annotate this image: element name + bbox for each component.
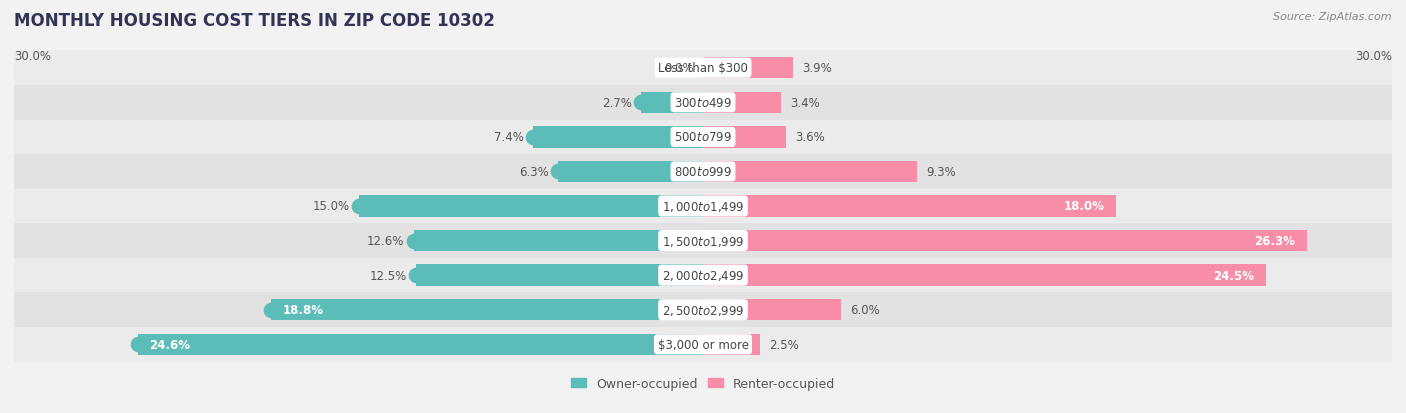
- Bar: [271, 299, 703, 320]
- Bar: [703, 127, 786, 148]
- Bar: [703, 93, 782, 114]
- Text: $2,000 to $2,499: $2,000 to $2,499: [662, 268, 744, 282]
- Bar: [533, 127, 703, 148]
- Legend: Owner-occupied, Renter-occupied: Owner-occupied, Renter-occupied: [567, 372, 839, 395]
- Text: $1,000 to $1,499: $1,000 to $1,499: [662, 199, 744, 214]
- Text: 12.6%: 12.6%: [367, 235, 405, 247]
- Bar: [359, 196, 703, 217]
- Text: 2.7%: 2.7%: [602, 97, 631, 109]
- Bar: [413, 230, 703, 252]
- Text: 24.6%: 24.6%: [149, 338, 191, 351]
- Text: 3.6%: 3.6%: [794, 131, 824, 144]
- Bar: [14, 224, 1392, 258]
- Text: 3.4%: 3.4%: [790, 97, 820, 109]
- Bar: [558, 161, 703, 183]
- Text: $800 to $999: $800 to $999: [673, 166, 733, 178]
- Text: 24.5%: 24.5%: [1213, 269, 1254, 282]
- Text: 3.9%: 3.9%: [801, 62, 831, 75]
- Bar: [703, 58, 793, 79]
- Bar: [416, 265, 703, 286]
- Text: 30.0%: 30.0%: [14, 50, 51, 62]
- Text: 18.8%: 18.8%: [283, 304, 323, 316]
- Bar: [641, 93, 703, 114]
- Text: $1,500 to $1,999: $1,500 to $1,999: [662, 234, 744, 248]
- Text: 12.5%: 12.5%: [370, 269, 406, 282]
- Text: $300 to $499: $300 to $499: [673, 97, 733, 109]
- Bar: [14, 293, 1392, 327]
- Text: $500 to $799: $500 to $799: [673, 131, 733, 144]
- Bar: [14, 155, 1392, 189]
- Bar: [14, 51, 1392, 86]
- Text: 7.4%: 7.4%: [494, 131, 524, 144]
- Text: 15.0%: 15.0%: [312, 200, 349, 213]
- Bar: [14, 120, 1392, 155]
- Text: $3,000 or more: $3,000 or more: [658, 338, 748, 351]
- Text: $2,500 to $2,999: $2,500 to $2,999: [662, 303, 744, 317]
- Text: 6.3%: 6.3%: [519, 166, 550, 178]
- Bar: [703, 230, 1308, 252]
- Bar: [703, 196, 1116, 217]
- Bar: [703, 161, 917, 183]
- Text: 30.0%: 30.0%: [1355, 50, 1392, 62]
- Text: 9.3%: 9.3%: [925, 166, 956, 178]
- Text: Less than $300: Less than $300: [658, 62, 748, 75]
- Text: Source: ZipAtlas.com: Source: ZipAtlas.com: [1274, 12, 1392, 22]
- Bar: [14, 86, 1392, 120]
- Text: MONTHLY HOUSING COST TIERS IN ZIP CODE 10302: MONTHLY HOUSING COST TIERS IN ZIP CODE 1…: [14, 12, 495, 30]
- Text: 0.0%: 0.0%: [664, 62, 693, 75]
- Text: 2.5%: 2.5%: [769, 338, 800, 351]
- Text: 18.0%: 18.0%: [1064, 200, 1105, 213]
- Bar: [14, 189, 1392, 224]
- Text: 6.0%: 6.0%: [851, 304, 880, 316]
- Bar: [14, 258, 1392, 293]
- Bar: [703, 299, 841, 320]
- Bar: [138, 334, 703, 355]
- Text: 26.3%: 26.3%: [1254, 235, 1295, 247]
- Bar: [703, 334, 761, 355]
- Bar: [14, 327, 1392, 362]
- Bar: [703, 265, 1265, 286]
